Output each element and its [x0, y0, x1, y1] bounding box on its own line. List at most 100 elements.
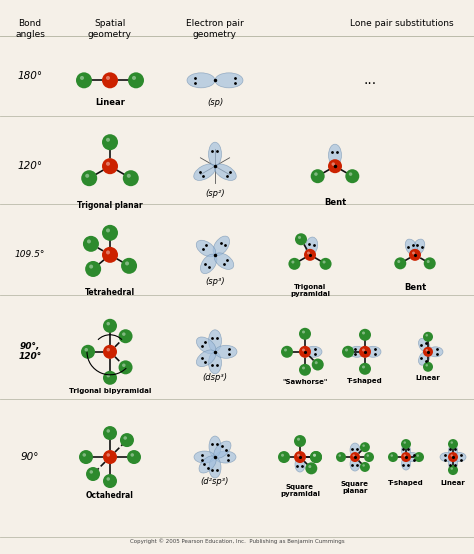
- Circle shape: [123, 436, 127, 440]
- Circle shape: [359, 329, 371, 341]
- Text: Electron pair
geometry: Electron pair geometry: [186, 19, 244, 39]
- Circle shape: [403, 454, 406, 457]
- Circle shape: [350, 452, 360, 462]
- Text: 90°: 90°: [21, 452, 39, 462]
- Ellipse shape: [419, 351, 430, 365]
- Circle shape: [360, 442, 370, 452]
- Circle shape: [305, 463, 317, 474]
- Text: (dsp³): (dsp³): [202, 373, 228, 382]
- Text: (sp³): (sp³): [205, 277, 225, 286]
- Circle shape: [366, 454, 369, 457]
- Circle shape: [107, 429, 110, 433]
- Circle shape: [362, 366, 365, 368]
- Text: Linear: Linear: [416, 375, 440, 381]
- Circle shape: [107, 322, 110, 325]
- Text: ...: ...: [364, 73, 376, 88]
- Circle shape: [397, 260, 400, 263]
- Circle shape: [102, 134, 118, 150]
- Circle shape: [388, 452, 398, 462]
- Circle shape: [302, 331, 305, 334]
- Circle shape: [103, 426, 117, 440]
- Ellipse shape: [328, 144, 341, 166]
- Circle shape: [417, 454, 419, 457]
- Circle shape: [85, 174, 89, 178]
- Circle shape: [450, 442, 453, 444]
- Text: Bent: Bent: [404, 283, 426, 292]
- Circle shape: [342, 346, 354, 358]
- Text: Lone pair substitutions: Lone pair substitutions: [350, 19, 454, 28]
- Ellipse shape: [448, 457, 457, 470]
- Text: 90°,: 90°,: [20, 342, 40, 351]
- Ellipse shape: [209, 436, 221, 457]
- Circle shape: [359, 346, 371, 358]
- Ellipse shape: [350, 457, 360, 471]
- Circle shape: [106, 228, 110, 233]
- Ellipse shape: [448, 444, 457, 457]
- Ellipse shape: [305, 346, 322, 357]
- Ellipse shape: [405, 239, 418, 255]
- Circle shape: [103, 371, 117, 385]
- Circle shape: [302, 348, 305, 351]
- Circle shape: [76, 73, 92, 88]
- Ellipse shape: [209, 352, 221, 374]
- Circle shape: [394, 258, 406, 269]
- Circle shape: [79, 450, 93, 464]
- Circle shape: [426, 349, 428, 352]
- Text: Trigonal
pyramidal: Trigonal pyramidal: [290, 284, 330, 297]
- Circle shape: [103, 450, 117, 464]
- Circle shape: [414, 452, 424, 462]
- Ellipse shape: [401, 457, 410, 470]
- Circle shape: [328, 159, 342, 173]
- Circle shape: [123, 170, 139, 186]
- Ellipse shape: [215, 73, 243, 88]
- Circle shape: [298, 236, 301, 239]
- Circle shape: [80, 76, 84, 80]
- Text: Square
planar: Square planar: [341, 481, 369, 494]
- Circle shape: [84, 348, 88, 351]
- Circle shape: [102, 158, 118, 174]
- Circle shape: [310, 169, 325, 183]
- Circle shape: [359, 363, 371, 375]
- Text: Square
pyramidal: Square pyramidal: [280, 484, 320, 497]
- Text: "Sawhorse": "Sawhorse": [283, 379, 328, 385]
- Text: Linear: Linear: [95, 98, 125, 107]
- Text: Octahedral: Octahedral: [86, 491, 134, 500]
- Circle shape: [128, 73, 144, 88]
- Circle shape: [121, 258, 137, 274]
- Circle shape: [450, 454, 453, 457]
- Circle shape: [310, 451, 322, 463]
- Circle shape: [103, 319, 117, 333]
- Circle shape: [315, 361, 318, 364]
- Circle shape: [107, 453, 110, 456]
- Circle shape: [297, 438, 300, 441]
- Ellipse shape: [412, 239, 425, 255]
- Circle shape: [426, 334, 428, 336]
- Ellipse shape: [214, 253, 234, 269]
- Circle shape: [338, 454, 341, 457]
- Circle shape: [120, 433, 134, 447]
- Text: 180°: 180°: [18, 71, 43, 81]
- Text: (d²sp³): (d²sp³): [201, 477, 229, 486]
- Ellipse shape: [215, 164, 236, 181]
- Circle shape: [310, 451, 322, 463]
- Circle shape: [297, 454, 300, 456]
- Circle shape: [336, 452, 346, 462]
- Circle shape: [401, 452, 411, 462]
- Circle shape: [288, 258, 301, 270]
- Circle shape: [401, 439, 411, 449]
- Circle shape: [302, 367, 305, 370]
- Circle shape: [323, 260, 326, 264]
- Circle shape: [82, 453, 86, 456]
- Text: (sp²): (sp²): [205, 189, 225, 198]
- Circle shape: [299, 328, 311, 340]
- Text: Copyright © 2005 Pearson Education, Inc.  Publishing as Benjamin Cummings: Copyright © 2005 Pearson Education, Inc.…: [130, 538, 344, 544]
- Ellipse shape: [187, 73, 215, 88]
- Circle shape: [426, 364, 428, 367]
- Circle shape: [83, 236, 99, 252]
- Ellipse shape: [209, 142, 221, 166]
- Circle shape: [450, 468, 453, 470]
- Circle shape: [299, 346, 311, 358]
- Circle shape: [106, 76, 110, 80]
- Circle shape: [132, 76, 136, 80]
- Circle shape: [127, 450, 141, 464]
